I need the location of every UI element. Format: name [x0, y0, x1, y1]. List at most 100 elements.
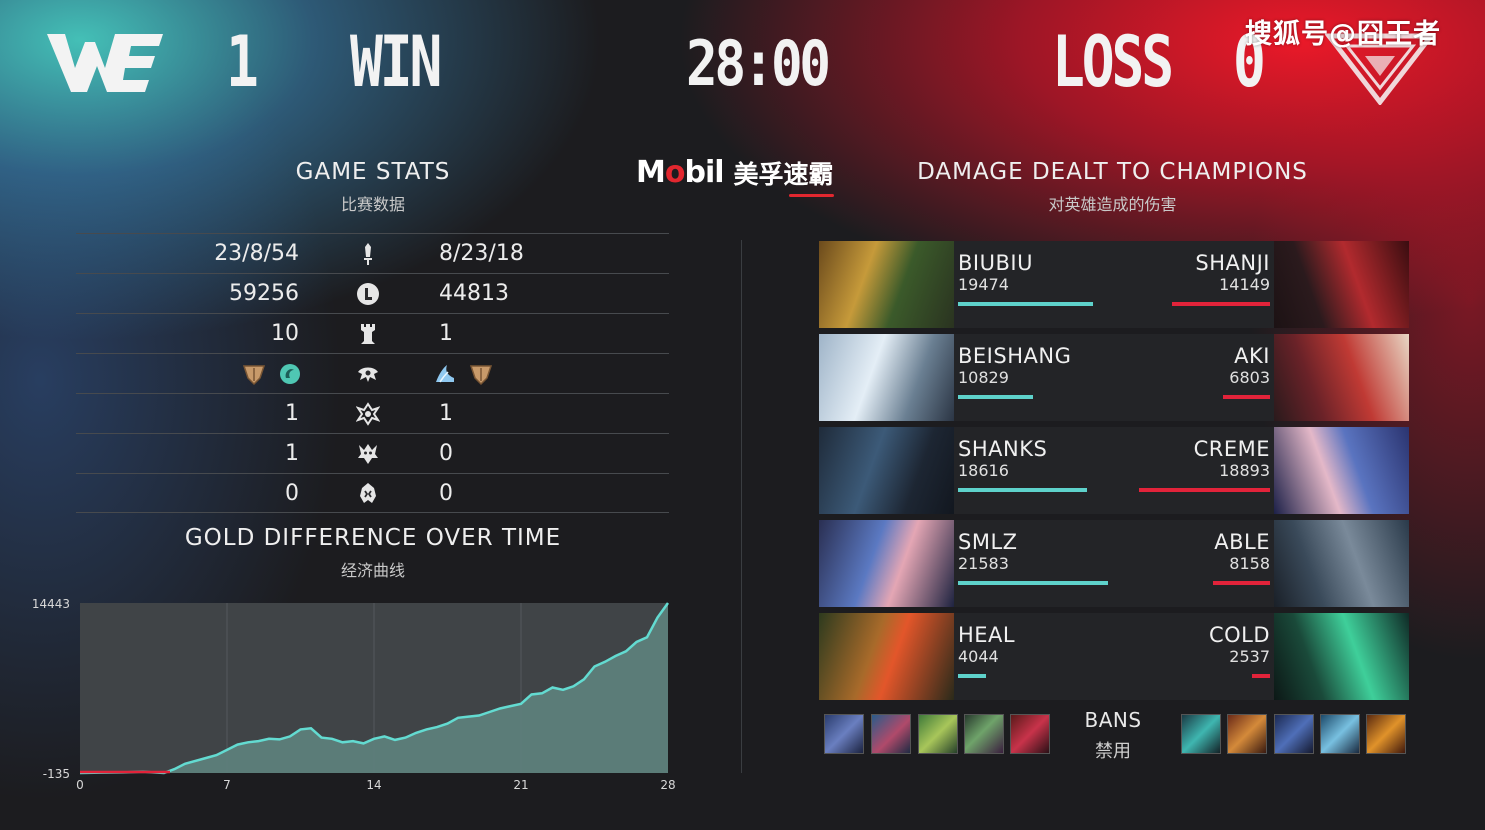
x-tick-label: 21 [513, 778, 528, 792]
x-tick-label: 28 [660, 778, 675, 792]
stat-left-value: 59256 [229, 281, 299, 306]
damage-row: BEISHANG 10829 AKI 6803 [819, 334, 1409, 421]
champion-portrait-left [819, 427, 954, 514]
sword-icon [364, 243, 372, 265]
stat-row-towers: 10 1 [76, 313, 669, 353]
stat-right-value: 44813 [439, 281, 509, 306]
game-stats-subtitle: 比赛数据 [340, 195, 405, 214]
left-player-name: BIUBIU [958, 251, 1033, 275]
baron-icon [358, 444, 378, 464]
right-player-damage: 2537 [1229, 647, 1270, 666]
right-player-name: COLD [1208, 623, 1270, 647]
damage-row: SMLZ 21583 ABLE 8158 [819, 520, 1409, 607]
left-player-name: SHANKS [958, 437, 1048, 461]
rift-herald-icon [356, 402, 380, 426]
bans-sublabel: 禁用 [1095, 741, 1131, 762]
stat-row-herald: 1 1 [76, 393, 669, 433]
stat-left-value: 1 [285, 401, 299, 426]
cloud-dragon-icon [436, 365, 454, 383]
ocean-dragon-icon [280, 364, 300, 384]
sponsor-brand-cn: 美孚速霸 [734, 155, 834, 197]
left-damage-bar [958, 302, 1093, 306]
dragon-icon [358, 367, 378, 382]
g-team-logo [1325, 33, 1435, 105]
sponsor-brand: Mobil [636, 155, 725, 190]
stat-left-value: 1 [285, 441, 299, 466]
gold-line [79, 602, 670, 775]
stat-row-kda: 23/8/54 8/23/18 [76, 233, 669, 273]
ban-champion-icon [1274, 714, 1314, 754]
right-player-name: SHANJI [1195, 251, 1270, 275]
y-tick-label: -135 [43, 767, 70, 781]
right-player-damage: 8158 [1229, 554, 1270, 573]
champion-portrait-left [819, 520, 954, 607]
stat-right-value: 1 [439, 401, 453, 426]
champion-portrait-right [1274, 334, 1409, 421]
champion-portrait-left [819, 334, 954, 421]
we-team-logo [47, 34, 163, 92]
stat-right-value: 0 [439, 441, 453, 466]
stat-right-value: 8/23/18 [439, 241, 524, 266]
ban-champion-icon [1181, 714, 1221, 754]
right-player-name: ABLE [1214, 530, 1270, 554]
y-tick-label: 14443 [32, 597, 70, 611]
x-tick-label: 7 [223, 778, 231, 792]
gold-chart-subtitle: 经济曲线 [340, 561, 405, 580]
left-player-name: SMLZ [958, 530, 1018, 554]
stat-row-baron: 1 0 [76, 433, 669, 473]
left-player-damage: 21583 [958, 554, 1009, 573]
ban-champion-icon [871, 714, 911, 754]
gold-area [80, 603, 668, 773]
damage-subtitle: 对英雄造成的伤害 [1048, 195, 1177, 214]
right-player-name: AKI [1234, 344, 1270, 368]
ban-champion-icon [1010, 714, 1050, 754]
left-team-result: WIN [350, 21, 442, 103]
game-time: 28:00 [686, 27, 831, 100]
right-team-result: LOSS [1052, 21, 1174, 103]
left-damage-bar [958, 488, 1087, 492]
stat-row-elder: 0 0 [76, 473, 669, 513]
damage-row: HEAL 4044 COLD 2537 [819, 613, 1409, 700]
ban-champion-icon [824, 714, 864, 754]
tower-icon [361, 324, 375, 344]
left-player-name: HEAL [958, 623, 1016, 647]
gold-coin-icon [357, 283, 379, 305]
elder-dragon-icon [360, 483, 376, 503]
right-damage-bar [1223, 395, 1270, 399]
right-damage-bar [1213, 581, 1270, 585]
right-team-score: 0 [1233, 21, 1266, 103]
right-damage-bar [1252, 674, 1270, 678]
champion-portrait-right [1274, 427, 1409, 514]
left-player-damage: 4044 [958, 647, 999, 666]
stat-left-value: 10 [271, 321, 299, 346]
earth-dragon-icon [242, 365, 266, 386]
right-player-name: CREME [1193, 437, 1270, 461]
bans-label: BANS [1084, 708, 1142, 732]
left-player-name: BEISHANG [958, 344, 1072, 368]
stat-row-dragons [76, 353, 669, 393]
ban-champion-icon [918, 714, 958, 754]
champion-portrait-right [1274, 520, 1409, 607]
ban-champion-icon [964, 714, 1004, 754]
gold-difference-chart: 0 7 14 21 28 14443 -135 [32, 597, 676, 792]
stat-left-value: 23/8/54 [214, 241, 299, 266]
ban-champion-icon [1227, 714, 1267, 754]
ban-champion-icon [1320, 714, 1360, 754]
champion-portrait-left [819, 613, 954, 700]
right-player-damage: 14149 [1219, 275, 1270, 294]
damage-row: SHANKS 18616 CREME 18893 [819, 427, 1409, 514]
left-damage-bar [958, 581, 1108, 585]
stat-right-value: 1 [439, 321, 453, 346]
right-player-damage: 6803 [1229, 368, 1270, 387]
gold-chart-title: GOLD DIFFERENCE OVER TIME [184, 525, 562, 551]
left-player-damage: 18616 [958, 461, 1009, 480]
x-tick-label: 0 [76, 778, 84, 792]
champion-portrait-left [819, 241, 954, 328]
stat-left-value: 0 [285, 481, 299, 506]
left-player-damage: 19474 [958, 275, 1009, 294]
watermark: 搜狐号@囧王者 [1245, 19, 1441, 50]
damage-title: DAMAGE DEALT TO CHAMPIONS [917, 159, 1308, 185]
game-stats-table: 23/8/54 8/23/18 59256 44813 10 1 1 1 1 0… [76, 233, 669, 513]
sponsor-logo: Mobil 美孚速霸 [636, 150, 866, 197]
game-stats-title: GAME STATS [295, 159, 451, 185]
